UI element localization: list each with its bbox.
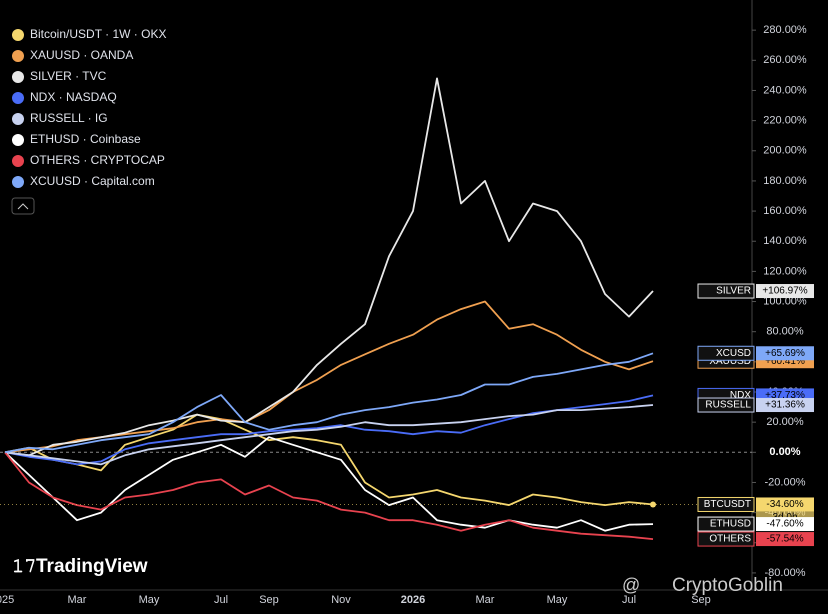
series-line	[4, 77, 654, 457]
tag-value-box	[756, 517, 814, 532]
legend-icon	[12, 71, 24, 83]
series-line	[4, 413, 654, 506]
x-tick-label: 025	[0, 594, 14, 606]
legend-icon	[12, 134, 24, 146]
tag-name: ETHUSD	[710, 519, 751, 530]
tag-value: -34.60%	[766, 499, 803, 510]
y-tick-label: 160.00%	[763, 205, 807, 217]
legend-icon	[12, 92, 24, 104]
series-line	[4, 451, 654, 540]
y-tick-label: 180.00%	[763, 175, 807, 187]
x-tick-label: Sep	[259, 594, 279, 606]
legend-label: OTHERS · CRYPTOCAP	[30, 153, 165, 167]
tag-name: XCUSD	[716, 348, 751, 359]
legend-label: RUSSELL · IG	[30, 111, 108, 125]
tag-value-box	[756, 346, 814, 361]
collapse-icon	[17, 203, 29, 210]
x-tick-label: May	[139, 594, 160, 606]
tag-value: +31.36%	[765, 400, 805, 411]
legend-label: XAUUSD · OANDA	[30, 48, 133, 62]
y-tick-label: -20.00%	[765, 476, 806, 488]
legend-icon	[12, 155, 24, 167]
legend-label: XCUUSD · Capital.com	[30, 174, 155, 188]
tag-value: +65.69%	[765, 348, 805, 359]
x-tick-label: 2026	[401, 594, 425, 606]
series-line	[4, 352, 654, 454]
x-tick-label: May	[547, 594, 568, 606]
y-tick-label: 80.00%	[766, 326, 804, 338]
tag-value-box	[756, 497, 814, 512]
y-tick-label: 0.00%	[769, 446, 800, 458]
x-tick-label: Mar	[476, 594, 495, 606]
tag-name-box	[697, 345, 755, 361]
y-tick-label: 120.00%	[763, 265, 807, 277]
series-line	[4, 404, 654, 466]
y-tick-label: -80.00%	[765, 567, 806, 579]
credit: CryptoGoblin	[672, 575, 783, 596]
tag-name-box	[697, 496, 755, 512]
tag-value-box	[756, 398, 814, 413]
watermark-logo: 𝟷𝟽	[12, 556, 36, 577]
x-tick-label: Nov	[331, 594, 351, 606]
y-tick-label: 140.00%	[763, 235, 807, 247]
tag-value-box	[756, 532, 814, 547]
y-tick-label: 280.00%	[763, 24, 807, 36]
tag-value: -47.60%	[766, 519, 803, 530]
tag-name-box	[697, 283, 755, 299]
y-tick-label: 260.00%	[763, 54, 807, 66]
legend-icon	[12, 29, 24, 41]
tag-value-box	[756, 284, 814, 299]
legend-icon	[12, 176, 24, 188]
tag-value: +37.73%	[765, 390, 805, 401]
tag-name-box	[697, 397, 755, 413]
legend-collapse-button[interactable]	[11, 197, 35, 215]
series-line	[4, 436, 654, 532]
x-tick-label: Jul	[622, 594, 636, 606]
credit-symbol: @	[622, 575, 640, 595]
last-point	[650, 501, 656, 508]
x-tick-label: Sep	[691, 594, 711, 606]
tag-name: XAUUSD	[709, 356, 751, 367]
x-tick-label: Mar	[68, 594, 87, 606]
tag-value: +60.41%	[765, 356, 805, 367]
y-tick-label: 100.00%	[763, 295, 807, 307]
x-tick-label: Jul	[214, 594, 228, 606]
watermark: TradingView	[36, 556, 148, 577]
tag-name: SILVER	[716, 286, 751, 297]
tag-name: OTHERS	[709, 534, 751, 545]
plot	[0, 77, 752, 540]
y-tick-label: 200.00%	[763, 145, 807, 157]
tag-value: +106.97%	[762, 286, 807, 297]
y-tick-label: 220.00%	[763, 115, 807, 127]
legend-label: SILVER · TVC	[30, 69, 107, 83]
tag-name: BTCUSDT	[704, 499, 751, 510]
tag-value: -57.54%	[766, 534, 803, 545]
legend-icon	[12, 50, 24, 62]
legend-label: ETHUSD · Coinbase	[30, 132, 141, 146]
y-tick-label: 20.00%	[766, 416, 804, 428]
tag-name-box	[697, 531, 755, 547]
tag-name: RUSSELL	[705, 400, 751, 411]
legend-label: Bitcoin/USDT · 1W · OKX	[30, 27, 166, 41]
legend-icon	[12, 113, 24, 125]
tag-name-box	[697, 516, 755, 532]
tag-name: NDX	[730, 390, 751, 401]
legend-label: NDX · NASDAQ	[30, 90, 117, 104]
y-tick-label: 240.00%	[763, 84, 807, 96]
